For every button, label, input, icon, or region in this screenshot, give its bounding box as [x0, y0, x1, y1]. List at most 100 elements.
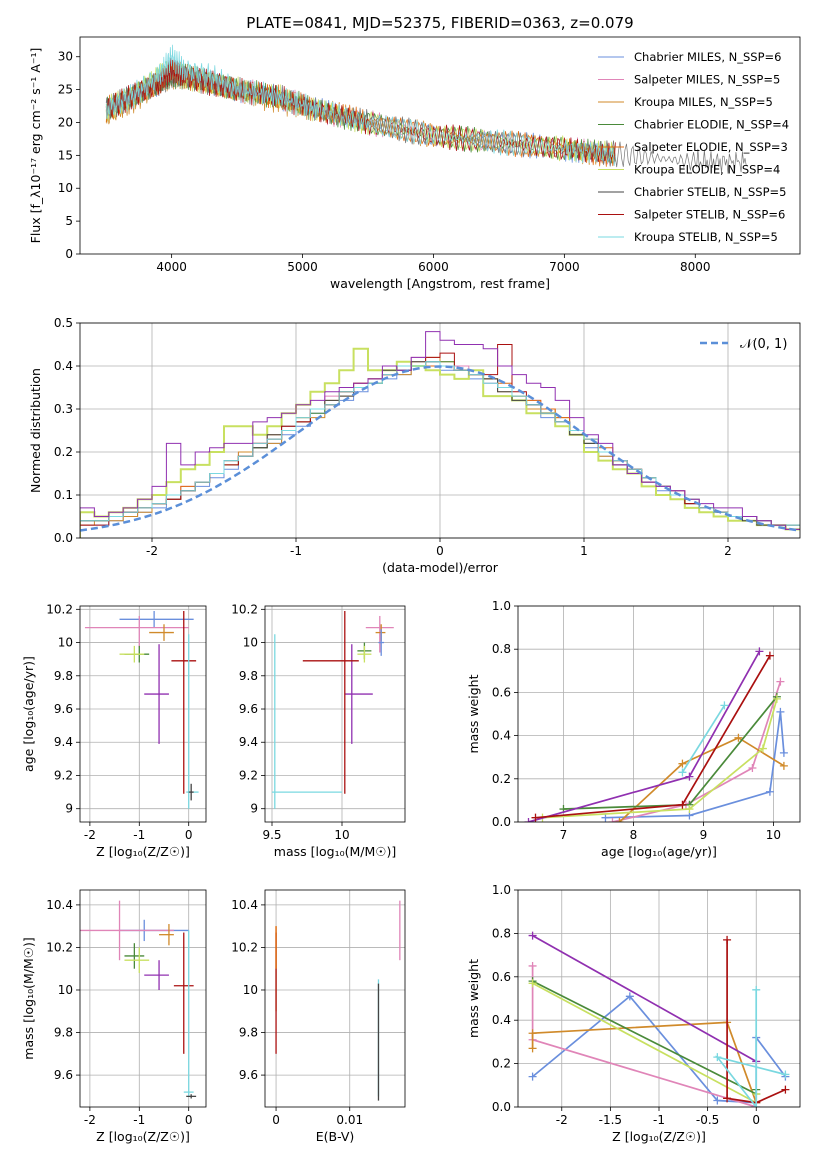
plot-area: [84, 610, 199, 809]
x-tick-label: -1: [133, 1113, 145, 1127]
y-tick-label: 0.0: [492, 815, 511, 829]
y-tick-label: 5: [65, 214, 73, 228]
axes-frame: [79, 605, 207, 823]
x-axis-label: (data-model)/error: [382, 560, 499, 575]
plot-area: [272, 610, 394, 809]
y-tick-label: 0.0: [492, 1100, 511, 1114]
weight-marker: [615, 818, 624, 822]
y-tick-label: 10.2: [231, 940, 258, 954]
weight-line: [618, 736, 785, 822]
weight-line: [715, 989, 786, 1107]
weight-marker: [781, 1085, 790, 1094]
weight-marker: [528, 931, 537, 940]
axes-frame: [517, 605, 801, 823]
weight-line: [726, 939, 786, 1104]
x-tick-label: 0: [436, 544, 444, 558]
y-tick-label: 15: [58, 148, 73, 162]
x-tick-label: -2: [146, 544, 158, 558]
x-axis-label: Z [log₁₀(Z/Z☉)]: [612, 1129, 706, 1144]
weight-marker: [723, 1094, 732, 1103]
y-tick-label: 0.5: [54, 316, 73, 330]
weight-marker: [765, 787, 774, 796]
x-tick-label: 7: [560, 828, 568, 842]
x-tick-label: 0: [185, 828, 193, 842]
plot-area: [524, 647, 788, 822]
legend-label: Chabrier ELODIE, N_SSP=4: [634, 118, 789, 132]
y-tick-label: 10: [58, 181, 73, 195]
x-tick-label: 9: [700, 828, 708, 842]
y-tick-label: 0.4: [492, 1013, 511, 1027]
legend-label: Chabrier STELIB, N_SSP=5: [634, 185, 786, 199]
y-tick-label: 30: [58, 50, 73, 64]
weight-marker: [678, 800, 687, 809]
x-tick-label: 4000: [156, 260, 187, 274]
weight-line: [612, 681, 782, 822]
histogram-step: [80, 347, 800, 538]
x-axis-label: wavelength [Angstrom, rest frame]: [330, 276, 550, 291]
plot-area: [275, 900, 401, 1101]
weight-marker: [528, 1029, 537, 1038]
x-tick-label: 0: [272, 1113, 280, 1127]
y-tick-label: 0.2: [492, 1057, 511, 1071]
normal-curve: [80, 365, 800, 532]
x-tick-label: 7000: [549, 260, 580, 274]
chart-mass-vs-Z: -2 -1 0 9.6 9.8 10 10.2 10.4 Z [log₁₀(Z/Z☉)] mass…: [21, 889, 207, 1144]
legend-label: Chabrier MILES, N_SSP=6: [634, 50, 781, 64]
axes-frame: [264, 605, 406, 823]
weight-marker: [723, 935, 732, 944]
weight-marker: [772, 694, 781, 703]
x-tick-label: 10: [334, 828, 349, 842]
y-tick-label: 0.0: [54, 531, 73, 545]
y-tick-label: 10: [243, 983, 258, 997]
y-tick-label: 10.2: [231, 602, 258, 616]
plot-area: [80, 900, 197, 1099]
y-tick-label: 0.4: [492, 729, 511, 743]
x-axis-label: E(B-V): [316, 1129, 355, 1144]
axes-frame: [79, 36, 801, 255]
x-axis-label: mass [log₁₀(M/M☉)]: [274, 844, 396, 859]
weight-marker: [528, 961, 537, 970]
y-tick-label: 10: [243, 636, 258, 650]
y-tick-label: 0.6: [492, 970, 511, 984]
x-tick-label: -2: [556, 1113, 568, 1127]
chart-age-vs-mass: 9.5 10 9 9.2 9.4 9.6 9.8 10 10.2 mass [log₁₀(M/M☉…: [231, 602, 406, 859]
weight-marker: [678, 759, 687, 768]
legend-label: Salpeter ELODIE, N_SSP=3: [634, 140, 788, 154]
y-tick-label: 9.4: [54, 735, 73, 749]
weight-marker: [752, 1103, 761, 1107]
y-tick-label: 10.4: [46, 898, 73, 912]
legend-label: Salpeter STELIB, N_SSP=6: [634, 208, 785, 222]
x-tick-label: 0: [752, 1113, 760, 1127]
weight-marker: [531, 813, 540, 822]
x-tick-label: 0: [185, 1113, 193, 1127]
y-tick-label: 9.8: [54, 1026, 73, 1040]
weight-marker: [528, 979, 537, 988]
plot-area: [105, 44, 747, 174]
spectrum-line: [105, 44, 616, 167]
weight-marker: [713, 1053, 722, 1062]
weight-marker: [765, 651, 774, 660]
x-tick-label: 8000: [680, 260, 711, 274]
x-tick-label: 0.01: [336, 1113, 363, 1127]
plot-area: [80, 331, 800, 538]
weight-line: [532, 934, 757, 1063]
weight-marker: [625, 992, 634, 1001]
y-axis-label: mass [log₁₀(M/M☉)]: [21, 937, 36, 1059]
x-tick-label: -2: [84, 1113, 96, 1127]
chart-age-vs-Z: -2 -1 0 9 9.2 9.4 9.6 9.8 10 10.2 Z [log₁₀(Z/Z☉)] a…: [21, 602, 207, 859]
y-axis-label: Flux [f_λ10⁻¹⁷ erg cm⁻² s⁻¹ A⁻¹]: [28, 48, 43, 244]
weight-marker: [776, 677, 785, 686]
figure-title: PLATE=0841, MJD=52375, FIBERID=0363, z=0…: [246, 14, 633, 32]
weight-marker: [734, 733, 743, 742]
x-tick-label: 6000: [418, 260, 449, 274]
weight-marker: [685, 805, 694, 814]
weight-marker: [755, 647, 764, 656]
plot-area: [528, 931, 790, 1107]
y-tick-label: 10: [58, 636, 73, 650]
y-tick-label: 9: [65, 802, 73, 816]
y-axis-label: age [log₁₀(age/yr)]: [21, 656, 36, 772]
y-tick-label: 0.2: [54, 445, 73, 459]
y-axis-label: Normed distribution: [28, 368, 43, 493]
chart-spectra: 4000 5000 6000 7000 8000 0 5 10 15 20 25 30 waveleng…: [28, 36, 801, 291]
y-tick-label: 0.6: [492, 685, 511, 699]
